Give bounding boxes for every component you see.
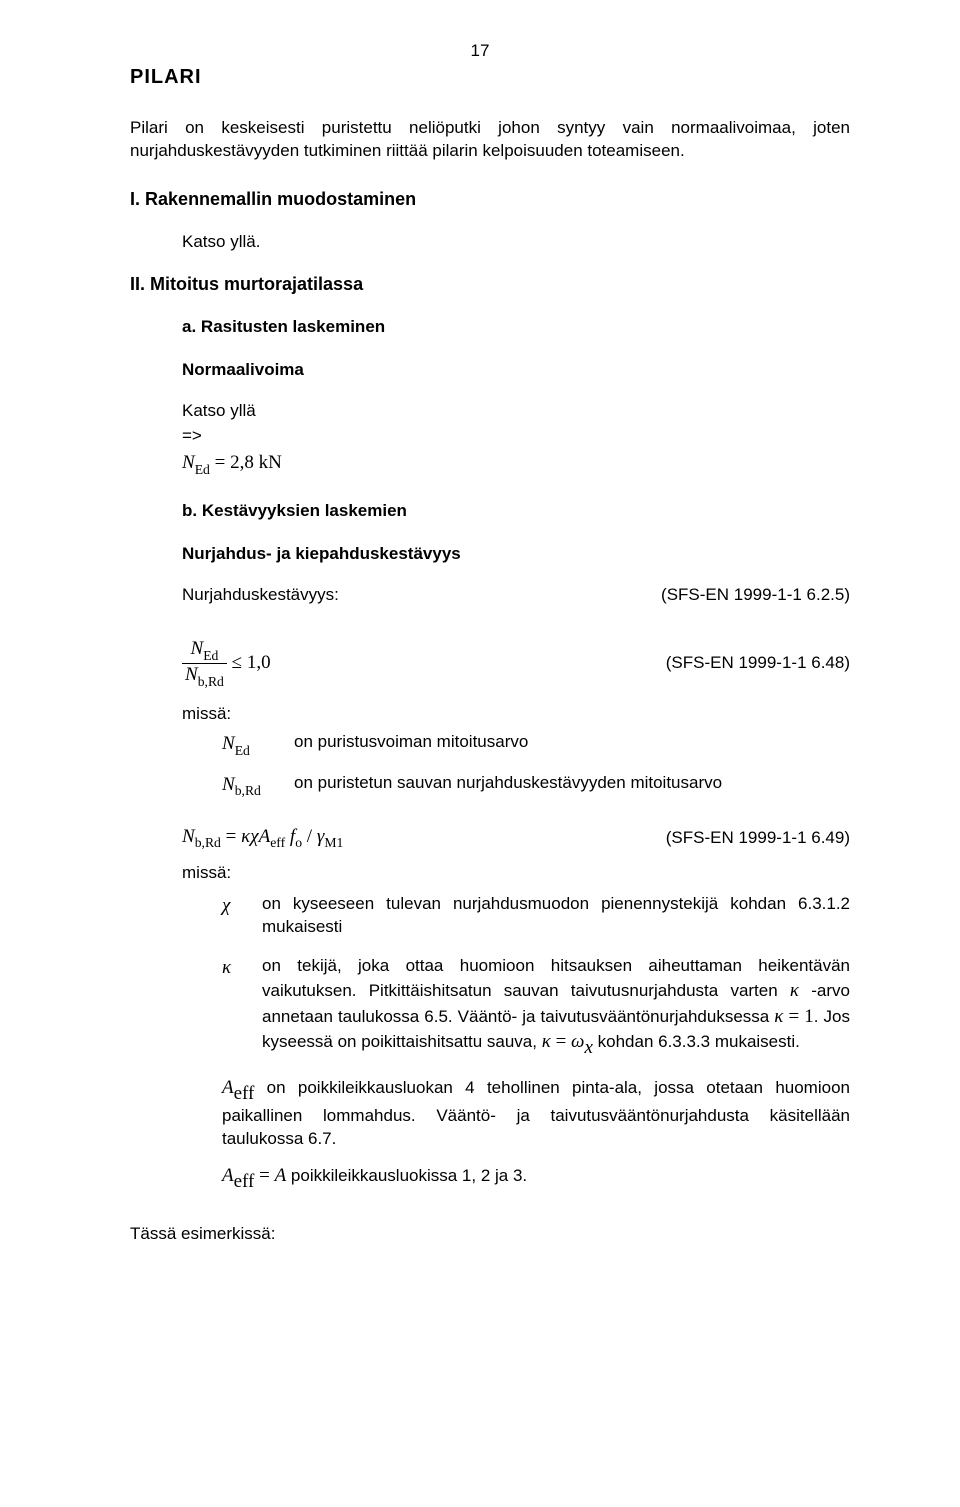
defs-649-aeff-txtb: poikkileikkausluokissa 1, 2 ja 3. <box>286 1166 527 1185</box>
section-2-title: Mitoitus murtorajatilassa <box>150 274 363 294</box>
eq-648-num-var: N <box>191 638 204 659</box>
eq-648-den-sub: b,Rd <box>198 674 224 689</box>
eq-649-eq: = <box>221 826 241 847</box>
footer-line: Tässä esimerkissä: <box>130 1223 850 1246</box>
eq-rhs: = 2,8 kN <box>210 452 282 473</box>
defs-648-r2-sub: b,Rd <box>235 783 261 798</box>
section-2a-subhead: Normaalivoima <box>182 359 850 382</box>
defs-649-kappa-txt: on tekijä, joka ottaa huomioon hitsaukse… <box>262 955 850 1059</box>
defs-649-aeff-eq: = <box>254 1165 274 1186</box>
section-1-heading: I. Rakennemallin muodostaminen <box>130 187 850 211</box>
defs-649-aeff-p2: Aeff = A poikkileikkausluokissa 1, 2 ja … <box>222 1163 850 1193</box>
eq-649-bRd: b,Rd <box>195 835 221 850</box>
page-title: PILARI <box>130 64 850 91</box>
defs-649-kappa-k4: κ <box>542 1031 551 1052</box>
defs-648-r1-sub: Ed <box>235 743 250 758</box>
defs-649-aeff-Ar: A <box>275 1165 287 1186</box>
defs-649-aeff-A2: A <box>222 1165 234 1186</box>
page-number: 17 <box>0 40 960 63</box>
nurjahdus-ref: (SFS-EN 1999-1-1 6.2.5) <box>661 584 850 607</box>
defs-649-kappa-d: kohdan 6.3.3.3 mukaisesti. <box>593 1032 800 1051</box>
defs-649-aeff: Aeff on poikkileikkausluokan 4 teholline… <box>222 1075 850 1193</box>
eq-648-row: NEd Nb,Rd ≤ 1,0 (SFS-EN 1999-1-1 6.48) <box>182 639 850 688</box>
section-1-body: Katso yllä. <box>182 231 850 254</box>
defs-649-label: missä: <box>182 862 850 885</box>
defs-649-kappa: κ on tekijä, joka ottaa huomioon hitsauk… <box>222 955 850 1059</box>
eq-648-frac: NEd Nb,Rd <box>182 639 227 688</box>
defs-649-chi-txt: on kyseeseen tulevan nurjahdusmuodon pie… <box>262 893 850 939</box>
nurjahdus-label-row: Nurjahduskestävyys: (SFS-EN 1999-1-1 6.2… <box>182 584 850 607</box>
defs-649-kappa-omega: ω <box>571 1031 584 1052</box>
eq-648: NEd Nb,Rd ≤ 1,0 <box>182 639 646 688</box>
defs-649-aeff-eff: eff <box>234 1083 255 1104</box>
defs-648: missä: NEd on puristusvoiman mitoitusarv… <box>182 703 850 800</box>
defs-648-r2-txt: on puristetun sauvan nurjahduskestävyyde… <box>294 772 850 800</box>
eq-649: Nb,Rd = κχAeff fo / γM1 <box>182 824 646 852</box>
defs-648-row1: NEd on puristusvoiman mitoitusarvo <box>222 731 850 759</box>
eq-sub-Ed: Ed <box>195 462 210 477</box>
nurjahdus-label: Nurjahduskestävyys: <box>182 584 641 607</box>
defs-648-r1-var: N <box>222 733 235 754</box>
eq-649-ref: (SFS-EN 1999-1-1 6.49) <box>666 827 850 850</box>
defs-649-kappa-eq2a: = <box>551 1031 571 1052</box>
defs-649-aeff-A: A <box>222 1077 234 1098</box>
section-2b-subhead: Nurjahdus- ja kiepahduskestävyys <box>182 543 850 566</box>
eq-649-row: Nb,Rd = κχAeff fo / γM1 (SFS-EN 1999-1-1… <box>182 824 850 852</box>
defs-648-r2-sym: Nb,Rd <box>222 772 294 800</box>
defs-649-chi: χ on kyseeseen tulevan nurjahdusmuodon p… <box>222 893 850 939</box>
eq-649-slash: / <box>302 826 317 847</box>
defs-649-kappa-sym: κ <box>222 955 262 1059</box>
defs-648-r1-txt: on puristusvoiman mitoitusarvo <box>294 731 850 759</box>
section-2-num: II. <box>130 274 145 294</box>
section-2a-line2: => <box>182 425 850 448</box>
defs-649-kappa-x: x <box>584 1037 592 1058</box>
eq-649-kappa: κ <box>241 826 250 847</box>
eq-649-A: A <box>259 826 271 847</box>
section-2b-title: Kestävyyksien laskemien <box>202 501 407 520</box>
eq-var-N: N <box>182 452 195 473</box>
defs-649-chi-sym: χ <box>222 893 262 939</box>
eq-649-M1: M1 <box>324 835 343 850</box>
section-2a-num: a. <box>182 317 196 336</box>
defs-649-kappa-a: on tekijä, joka ottaa huomioon hitsaukse… <box>262 956 850 1000</box>
intro-paragraph: Pilari on keskeisesti puristettu neliöpu… <box>130 117 850 163</box>
defs-648-row2: Nb,Rd on puristetun sauvan nurjahduskest… <box>222 772 850 800</box>
eq-648-rhs: ≤ 1,0 <box>227 652 271 673</box>
defs-649-kappa-k2: κ <box>790 980 799 1001</box>
eq-648-num-sub: Ed <box>203 648 218 663</box>
defs-648-r1-sym: NEd <box>222 731 294 759</box>
defs-649-kappa-eq1: = 1 <box>783 1006 813 1027</box>
defs-649-aeff-p1: Aeff on poikkileikkausluokan 4 teholline… <box>222 1075 850 1151</box>
section-2b-heading: b. Kestävyyksien laskemien <box>182 500 850 523</box>
defs-649-aeff-txta: on poikkileikkausluokan 4 tehollinen pin… <box>222 1078 850 1148</box>
defs-649: χ on kyseeseen tulevan nurjahdusmuodon p… <box>222 893 850 1193</box>
defs-648-label: missä: <box>182 703 850 726</box>
section-1-num: I. <box>130 189 140 209</box>
eq-649-o: o <box>295 835 302 850</box>
section-2a-heading: a. Rasitusten laskeminen <box>182 316 850 339</box>
eq-648-den-var: N <box>185 664 198 685</box>
defs-648-r2-var: N <box>222 774 235 795</box>
eq-649-chi: χ <box>250 826 258 847</box>
section-1-title: Rakennemallin muodostaminen <box>145 189 416 209</box>
section-2-heading: II. Mitoitus murtorajatilassa <box>130 272 850 296</box>
eq-648-ref: (SFS-EN 1999-1-1 6.48) <box>666 652 850 675</box>
section-2a-eq: NEd = 2,8 kN <box>182 450 850 478</box>
section-2a-line1: Katso yllä <box>182 400 850 423</box>
section-2b-num: b. <box>182 501 197 520</box>
eq-649-N: N <box>182 826 195 847</box>
eq-649-eff: eff <box>270 835 285 850</box>
defs-649-aeff-eff2: eff <box>234 1171 255 1192</box>
section-2a-title: Rasitusten laskeminen <box>201 317 385 336</box>
